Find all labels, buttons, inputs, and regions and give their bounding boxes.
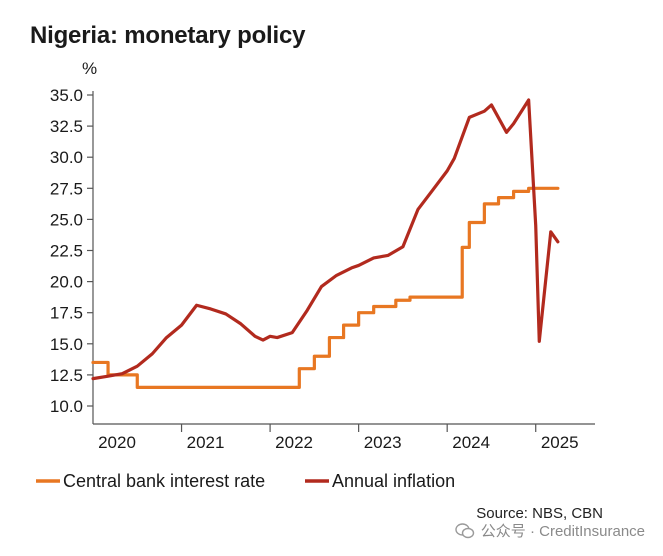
watermark-text: 公众号 · CreditInsurance <box>480 523 645 540</box>
y-axis-unit-label: % <box>82 59 97 78</box>
y-tick-label: 12.5 <box>50 366 83 385</box>
legend-label: Annual inflation <box>332 471 455 491</box>
y-tick-label: 25.0 <box>50 210 83 229</box>
x-tick-label: 2021 <box>187 433 225 452</box>
chart-legend: Central bank interest rate Annual inflati… <box>36 471 455 491</box>
x-tick-label: 2020 <box>98 433 136 452</box>
chart-series <box>91 98 560 389</box>
x-tick-label: 2022 <box>275 433 313 452</box>
chart-title: Nigeria: monetary policy <box>30 22 306 49</box>
watermark: 公众号 · CreditInsurance <box>455 520 645 541</box>
y-tick-label: 15.0 <box>50 335 83 354</box>
source-note: Source: NBS, CBN <box>476 505 603 522</box>
y-tick-label: 35.0 <box>50 86 83 105</box>
y-tick-label: 32.5 <box>50 117 83 136</box>
y-axis-ticks: 35.0 32.5 30.0 27.5 25.0 22.5 20.0 17.5 15.0 12.5… <box>50 86 93 416</box>
series-line-annual-inflation <box>91 98 560 381</box>
x-tick-label: 2025 <box>541 433 579 452</box>
x-tick-label: 2024 <box>452 433 490 452</box>
x-axis-ticks: 2020 2021 2022 2023 2024 2025 <box>98 424 579 452</box>
x-tick-label: 2023 <box>364 433 402 452</box>
series-line-central-bank-rate <box>91 186 560 389</box>
legend-label: Central bank interest rate <box>63 471 265 491</box>
y-tick-label: 10.0 <box>50 397 83 416</box>
y-tick-label: 20.0 <box>50 273 83 292</box>
y-tick-label: 22.5 <box>50 242 83 261</box>
y-tick-label: 17.5 <box>50 304 83 323</box>
y-tick-label: 27.5 <box>50 179 83 198</box>
wechat-icon <box>455 522 474 538</box>
y-tick-label: 30.0 <box>50 148 83 167</box>
chart-axes <box>92 91 595 425</box>
